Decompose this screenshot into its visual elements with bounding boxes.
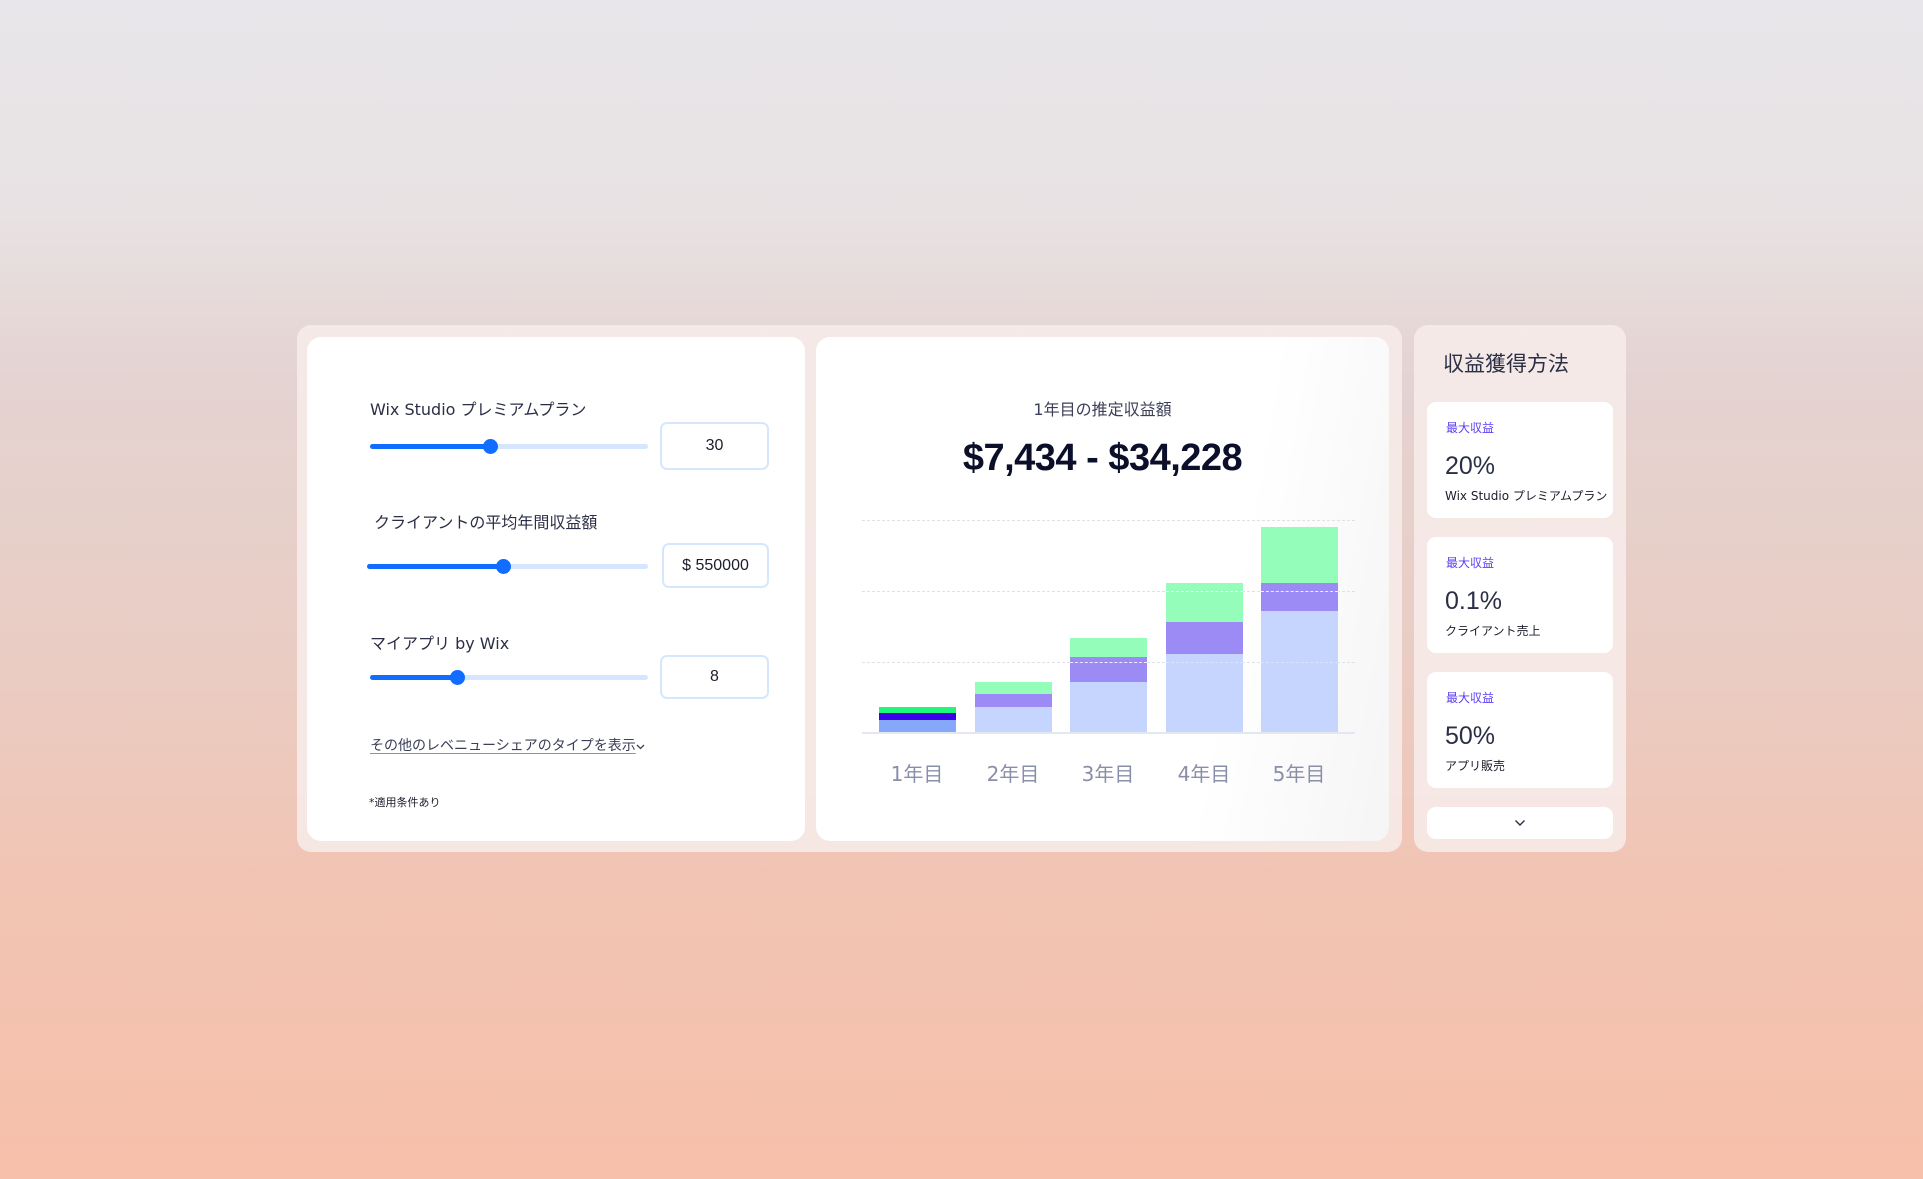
bar-segment-client-sales <box>879 713 956 720</box>
client-revenue-input[interactable]: $ 550000 <box>662 543 769 588</box>
revenue-card-percent: 20% <box>1445 452 1496 480</box>
premium-plan-input[interactable]: 30 <box>660 422 769 470</box>
chart-baseline <box>862 732 1355 734</box>
revenue-card-kicker: 最大収益 <box>1446 556 1495 570</box>
premium-plan-slider[interactable] <box>370 439 648 454</box>
revenue-card-kicker: 最大収益 <box>1446 691 1495 705</box>
chart-bar-year-3[interactable] <box>1070 638 1147 733</box>
x-axis-label: 1年目 <box>890 762 944 786</box>
revenue-card-percent: 0.1% <box>1445 587 1502 615</box>
show-more-methods-button[interactable] <box>1427 807 1613 839</box>
bar-segment-premium-plan <box>1070 682 1147 733</box>
bar-segment-apps <box>1070 638 1147 657</box>
bar-segment-client-sales <box>975 694 1052 707</box>
control-label-client-revenue: クライアントの平均年間収益額 <box>374 513 598 532</box>
slider-fill <box>370 444 490 449</box>
revenue-card-kicker: 最大収益 <box>1446 421 1495 435</box>
chart-bar-year-4[interactable] <box>1166 583 1243 733</box>
bar-segment-client-sales <box>1261 583 1338 611</box>
bar-segment-apps <box>879 707 956 713</box>
slider-thumb[interactable] <box>483 439 498 454</box>
bar-segment-client-sales <box>1070 657 1147 682</box>
slider-thumb[interactable] <box>450 670 465 685</box>
bar-segment-premium-plan <box>975 707 1052 733</box>
chart-gridline-overlay <box>1166 591 1243 592</box>
revenue-card-app-sales[interactable]: 最大収益 50% アプリ販売 <box>1427 672 1613 788</box>
bar-segment-premium-plan <box>1261 611 1338 733</box>
chart-bar-year-5[interactable] <box>1261 527 1338 733</box>
bar-segment-client-sales <box>1166 622 1243 654</box>
chart-gridline-overlay <box>1166 662 1243 663</box>
slider-fill <box>367 564 503 569</box>
bar-segment-premium-plan <box>879 720 956 733</box>
footnote: *適用条件あり <box>369 796 441 809</box>
chart-gridline <box>862 591 1355 592</box>
slider-thumb[interactable] <box>496 559 511 574</box>
revenue-card-description: クライアント売上 <box>1445 624 1541 638</box>
chart-gridline-overlay <box>1070 662 1147 663</box>
bar-segment-apps <box>1261 527 1338 583</box>
chart-gridline-overlay <box>1261 662 1338 663</box>
estimate-range: $7,434 - $34,228 <box>962 437 1243 479</box>
chart-gridline <box>862 520 1355 521</box>
my-apps-slider[interactable] <box>370 670 648 685</box>
revenue-card-percent: 50% <box>1445 722 1496 750</box>
chart-bar-year-1[interactable] <box>879 707 956 733</box>
chart-bar-year-2[interactable] <box>975 682 1052 733</box>
x-axis-label: 2年目 <box>986 762 1040 786</box>
control-label-my-apps: マイアプリ by Wix <box>370 634 510 653</box>
x-axis-label: 5年目 <box>1272 762 1326 786</box>
control-label-premium-plan: Wix Studio プレミアムプラン <box>370 400 587 419</box>
revenue-card-description: Wix Studio プレミアムプラン <box>1445 489 1608 503</box>
revenue-card-description: アプリ販売 <box>1445 759 1506 773</box>
chevron-down-icon <box>1515 820 1525 826</box>
chevron-down-icon[interactable] <box>636 744 645 750</box>
my-apps-input[interactable]: 8 <box>660 655 769 699</box>
revenue-methods-title: 収益獲得方法 <box>1443 352 1569 376</box>
client-revenue-slider[interactable] <box>367 559 648 574</box>
show-more-revenue-types-link[interactable]: その他のレベニューシェアのタイプを表示 <box>370 738 636 754</box>
estimate-subtitle: 1年目の推定収益額 <box>1033 400 1172 419</box>
x-axis-label: 3年目 <box>1081 762 1135 786</box>
revenue-card-premium-plan[interactable]: 最大収益 20% Wix Studio プレミアムプラン <box>1427 402 1613 518</box>
bar-segment-apps <box>975 682 1052 694</box>
slider-fill <box>370 675 457 680</box>
bar-segment-apps <box>1166 583 1243 622</box>
controls-card <box>307 337 805 841</box>
x-axis-label: 4年目 <box>1177 762 1231 786</box>
bar-segment-premium-plan <box>1166 654 1243 733</box>
revenue-card-client-sales[interactable]: 最大収益 0.1% クライアント売上 <box>1427 537 1613 653</box>
chart-gridline-overlay <box>1261 591 1338 592</box>
